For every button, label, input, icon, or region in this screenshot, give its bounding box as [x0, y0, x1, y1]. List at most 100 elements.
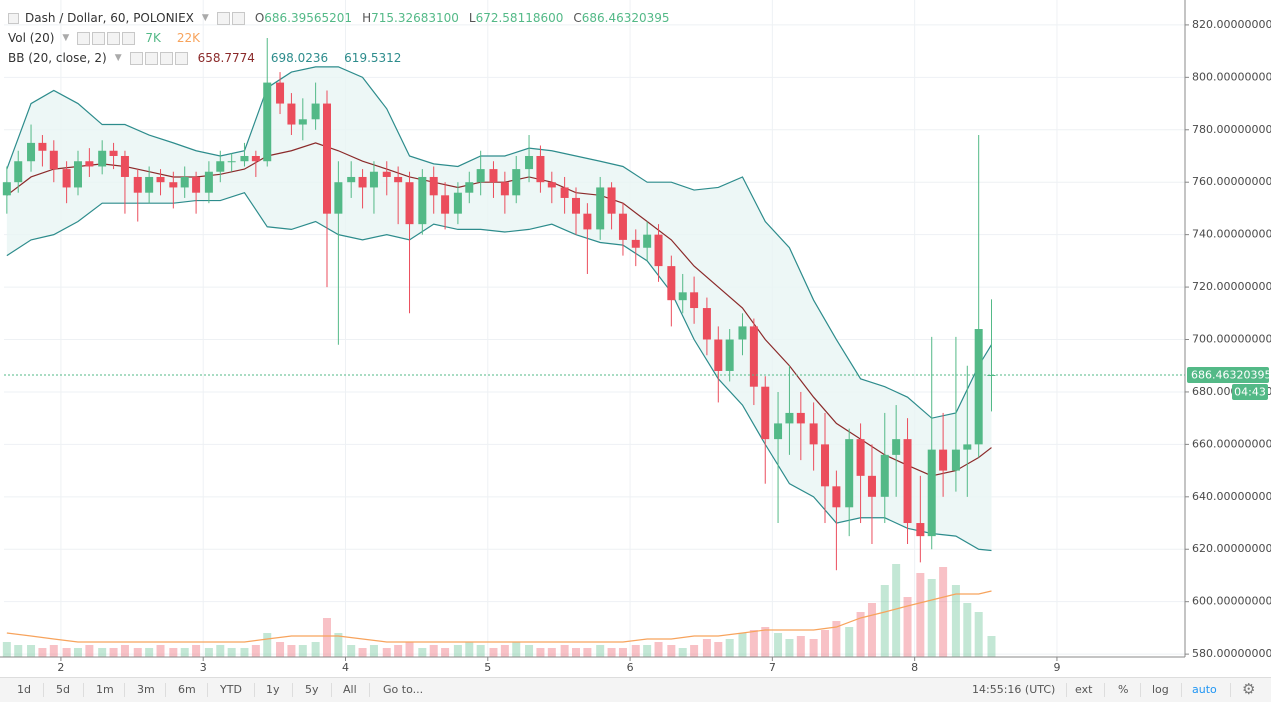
- icon[interactable]: [159, 51, 173, 65]
- ohlc-value: 715.32683100: [371, 11, 459, 25]
- range-button[interactable]: 1d: [17, 683, 31, 696]
- y-tick-label: 780.00000000: [1192, 123, 1271, 136]
- candle-body: [347, 176, 356, 183]
- volume-bar: [618, 648, 627, 657]
- volume-bar: [133, 648, 142, 657]
- icon[interactable]: [122, 31, 136, 45]
- volume-bar: [809, 639, 818, 657]
- candle-body: [856, 439, 865, 476]
- volume-bar: [14, 645, 23, 657]
- option-button[interactable]: auto: [1192, 683, 1217, 696]
- range-button[interactable]: All: [343, 683, 357, 696]
- candle-body: [276, 82, 285, 104]
- candle-body: [476, 169, 485, 183]
- candle-body: [547, 182, 556, 188]
- option-button[interactable]: ext: [1075, 683, 1093, 696]
- volume-bar: [761, 627, 770, 657]
- candle-body: [14, 161, 23, 183]
- menu-arrow[interactable]: ▼: [201, 13, 209, 23]
- bb-middle-value: 658.7774: [197, 51, 255, 65]
- volume-bar: [276, 642, 285, 657]
- range-button[interactable]: 5y: [305, 683, 319, 696]
- volume-bar: [939, 567, 948, 657]
- toolbar: 1d 5d 1m 3m 6m YTD 1y 5y All Go to... 14:55:16 (UT…: [0, 677, 1271, 702]
- range-button[interactable]: 1m: [96, 683, 114, 696]
- candle-body: [322, 103, 331, 214]
- x-tick-label: 4: [342, 661, 349, 674]
- icon[interactable]: [231, 11, 245, 25]
- volume-bar: [667, 645, 676, 657]
- candle-body: [216, 161, 225, 172]
- volume-bar: [974, 612, 983, 657]
- candle-body: [38, 142, 47, 151]
- volume-bar: [49, 645, 58, 657]
- ohlc-value: 672.58118600: [475, 11, 564, 25]
- volume-bar: [596, 645, 605, 657]
- candle-body: [583, 213, 592, 230]
- volume-bar: [678, 648, 687, 657]
- clock: 14:55:16 (UTC): [972, 683, 1056, 696]
- volume-bar: [916, 573, 925, 657]
- ohlc-name: C: [573, 11, 582, 25]
- volume-bar: [263, 633, 272, 657]
- range-button[interactable]: 3m: [137, 683, 155, 696]
- candle-body: [761, 386, 770, 440]
- y-tick-label: 700.00000000: [1192, 333, 1271, 346]
- icon[interactable]: [216, 11, 230, 25]
- candle-body: [240, 155, 249, 162]
- separator: [83, 683, 84, 697]
- bb-name: BB (20, close, 2): [8, 51, 107, 65]
- candle-body: [251, 155, 260, 162]
- y-tick-label: 720.00000000: [1192, 280, 1271, 293]
- candle-body: [678, 292, 687, 301]
- candle-body: [796, 412, 805, 424]
- volume-bar: [441, 648, 450, 657]
- settings-button[interactable]: ⚙: [1242, 680, 1256, 698]
- candle-body: [702, 308, 711, 340]
- volume-bar: [311, 642, 320, 657]
- range-button[interactable]: 1y: [266, 683, 280, 696]
- separator: [124, 683, 125, 697]
- option-button[interactable]: %: [1118, 683, 1129, 696]
- volume-bar: [476, 645, 485, 657]
- candle-body: [453, 192, 462, 214]
- candle-body: [714, 339, 723, 371]
- volume-bar: [240, 648, 249, 657]
- icon[interactable]: [174, 51, 188, 65]
- option-button[interactable]: log: [1152, 683, 1169, 696]
- candle-body: [334, 182, 343, 214]
- volume-bar: [654, 642, 663, 657]
- volume-bar: [845, 627, 854, 657]
- range-button[interactable]: 6m: [178, 683, 196, 696]
- menu-arrow[interactable]: ▼: [114, 53, 122, 63]
- goto-button[interactable]: Go to...: [383, 683, 424, 696]
- volume-ma-value: 22K: [176, 31, 200, 45]
- icon[interactable]: [107, 31, 121, 45]
- x-tick-label: 3: [200, 661, 207, 674]
- volume-bar: [145, 648, 154, 657]
- menu-arrow[interactable]: ▼: [62, 33, 70, 43]
- collapse-icon[interactable]: [8, 12, 19, 24]
- icon[interactable]: [129, 51, 143, 65]
- volume-bar: [738, 633, 747, 657]
- volume-bar: [169, 648, 178, 657]
- volume-bar: [98, 648, 107, 657]
- candle-body: [85, 161, 94, 167]
- volume-bar: [643, 645, 652, 657]
- separator: [292, 683, 293, 697]
- candle-body: [120, 155, 129, 177]
- volume-bar: [631, 645, 640, 657]
- range-button[interactable]: 5d: [56, 683, 70, 696]
- candle-body: [2, 182, 11, 196]
- range-button[interactable]: YTD: [220, 683, 242, 696]
- icon[interactable]: [77, 31, 91, 45]
- candle-body: [156, 176, 165, 183]
- icon[interactable]: [144, 51, 158, 65]
- volume-name: Vol (20): [8, 31, 55, 45]
- separator: [369, 683, 370, 697]
- volume-ma-line: [6, 590, 992, 643]
- volume-bar: [405, 642, 414, 657]
- candle-body: [867, 475, 876, 497]
- icon[interactable]: [92, 31, 106, 45]
